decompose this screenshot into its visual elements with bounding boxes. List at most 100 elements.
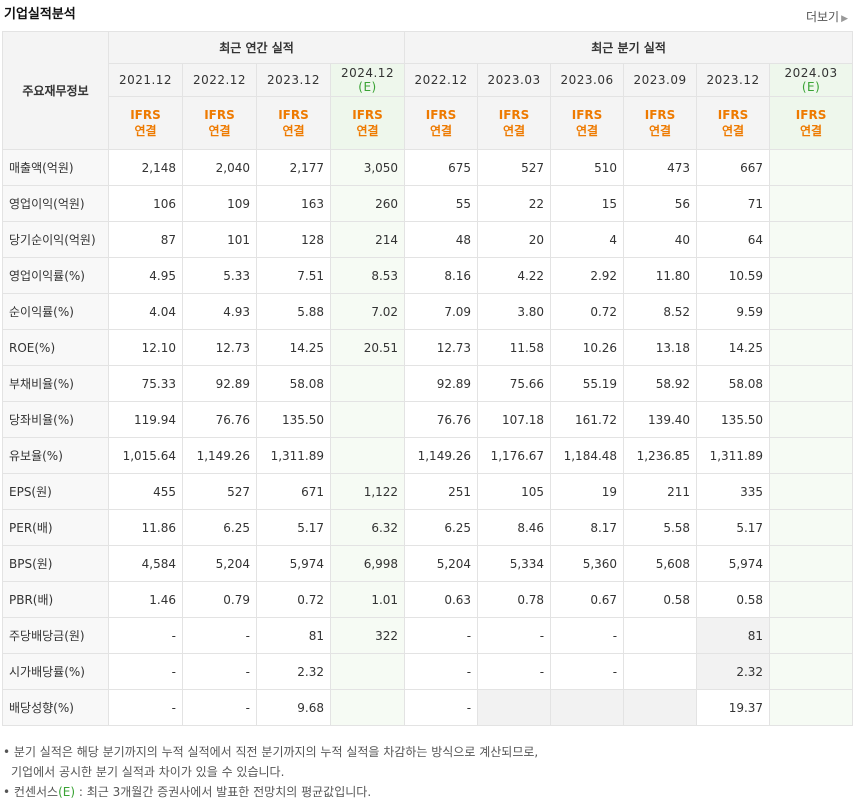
- value-cell: [769, 329, 854, 366]
- value-cell: [550, 689, 625, 726]
- value-cell: 527: [477, 149, 552, 186]
- value-cell: 76.76: [182, 401, 257, 438]
- value-cell: 322: [329, 617, 406, 654]
- estimate-mark: (E): [801, 80, 821, 94]
- value-cell: 6.25: [404, 509, 479, 546]
- row-label: BPS(원): [2, 545, 109, 582]
- value-cell: 19: [550, 473, 625, 510]
- ifrs-label: IFRS: [352, 108, 383, 122]
- value-cell: 64: [696, 221, 771, 258]
- ifrs-label: IFRS: [130, 108, 161, 122]
- value-cell: 0.58: [696, 581, 771, 618]
- row-label: 시가배당률(%): [2, 653, 109, 690]
- value-cell: 58.92: [623, 365, 698, 402]
- row-label: EPS(원): [2, 473, 109, 510]
- value-cell: 128: [256, 221, 331, 258]
- value-cell: 1.01: [329, 581, 406, 618]
- consolidated-label: 연결: [356, 124, 379, 138]
- value-cell: 5.17: [696, 509, 771, 546]
- row-label: ROE(%): [2, 329, 109, 366]
- consolidated-label: 연결: [722, 124, 745, 138]
- period-row: 2021.12 2022.12 2023.12 2024.12 (E) 2022.12 20…: [3, 63, 854, 97]
- table-row: 부채비율(%) 75.33 92.89 58.08 92.89 75.66 55.19 58.…: [2, 365, 854, 402]
- value-cell: 58.08: [256, 365, 331, 402]
- period-label: 2023.12: [266, 73, 321, 87]
- value-cell: 8.53: [329, 257, 406, 294]
- value-cell: 14.25: [256, 329, 331, 366]
- value-cell: 75.66: [477, 365, 552, 402]
- value-cell: 11.80: [623, 257, 698, 294]
- value-cell: 15: [550, 185, 625, 222]
- value-cell: [769, 257, 854, 294]
- consolidated-label: 연결: [503, 124, 526, 138]
- value-cell: 5.33: [182, 257, 257, 294]
- value-cell: 119.94: [108, 401, 183, 438]
- table-row: 매출액(억원) 2,148 2,040 2,177 3,050 675 527 510 473 6…: [2, 149, 854, 186]
- value-cell: 55.19: [550, 365, 625, 402]
- period-header: 2023.06: [550, 63, 625, 97]
- value-cell: 11.86: [108, 509, 183, 546]
- value-cell: 667: [696, 149, 771, 186]
- ifrs-label: IFRS: [717, 108, 749, 122]
- value-cell: [769, 149, 854, 186]
- more-link[interactable]: 더보기 ▶: [806, 8, 848, 25]
- table-row: PER(배) 11.86 6.25 5.17 6.32 6.25 8.46 8.17 5.58 5…: [2, 509, 854, 546]
- value-cell: 9.68: [256, 689, 331, 726]
- period-label: 2023.12: [706, 73, 760, 87]
- value-cell: 56: [623, 185, 698, 222]
- row-label: 부채비율(%): [2, 365, 109, 402]
- consolidated-label: 연결: [649, 124, 672, 138]
- value-cell: 5,204: [404, 545, 479, 582]
- value-cell: 13.18: [623, 329, 698, 366]
- value-cell: 2.32: [256, 653, 331, 690]
- period-label: 2023.09: [633, 73, 687, 87]
- value-cell: -: [182, 653, 257, 690]
- value-cell: [623, 617, 698, 654]
- period-label: 2023.03: [487, 73, 541, 87]
- consolidated-label: 연결: [800, 124, 823, 138]
- value-cell: 11.58: [477, 329, 552, 366]
- value-cell: 1,015.64: [108, 437, 183, 474]
- value-cell: 109: [182, 185, 257, 222]
- value-cell: [769, 365, 854, 402]
- consolidated-label: 연결: [134, 124, 157, 138]
- period-label: 2024.12: [340, 66, 395, 80]
- ifrs-header: IFRS 연결: [256, 96, 331, 150]
- ifrs-header: IFRS 연결: [623, 96, 698, 150]
- value-cell: 161.72: [550, 401, 625, 438]
- value-cell: 4,584: [108, 545, 183, 582]
- row-label: 영업이익(억원): [2, 185, 109, 222]
- table-row: 순이익률(%) 4.04 4.93 5.88 7.02 7.09 3.80 0.72 8.52 9…: [2, 293, 854, 330]
- value-cell: 1,176.67: [477, 437, 552, 474]
- value-cell: 0.72: [550, 293, 625, 330]
- value-cell: [329, 689, 406, 726]
- value-cell: [769, 437, 854, 474]
- table-row: 당좌비율(%) 119.94 76.76 135.50 76.76 107.18 161.7…: [2, 401, 854, 438]
- value-cell: -: [108, 653, 183, 690]
- value-cell: 71: [696, 185, 771, 222]
- ifrs-header: IFRS 연결: [696, 96, 771, 150]
- ifrs-header: IFRS 연결: [550, 96, 625, 150]
- value-cell: [769, 509, 854, 546]
- value-cell: 1.46: [108, 581, 183, 618]
- row-label: 주당배당금(원): [2, 617, 109, 654]
- value-cell: 4.93: [182, 293, 257, 330]
- value-cell: 5,204: [182, 545, 257, 582]
- value-cell: 12.10: [108, 329, 183, 366]
- value-cell: 105: [477, 473, 552, 510]
- period-header: 2022.12: [182, 63, 257, 97]
- ifrs-header: IFRS 연결: [404, 96, 479, 150]
- more-label: 더보기: [805, 10, 840, 24]
- value-cell: 9.59: [696, 293, 771, 330]
- period-header: 2023.09: [623, 63, 698, 97]
- footnote-2-est: (E): [58, 785, 76, 799]
- value-cell: 55: [404, 185, 479, 222]
- value-cell: 0.58: [623, 581, 698, 618]
- value-cell: -: [182, 617, 257, 654]
- value-cell: -: [108, 617, 183, 654]
- value-cell: 81: [696, 617, 771, 654]
- period-label: 2023.06: [560, 73, 614, 87]
- period-header: 2023.12: [256, 63, 331, 97]
- ifrs-label: IFRS: [795, 108, 827, 122]
- value-cell: 0.78: [477, 581, 552, 618]
